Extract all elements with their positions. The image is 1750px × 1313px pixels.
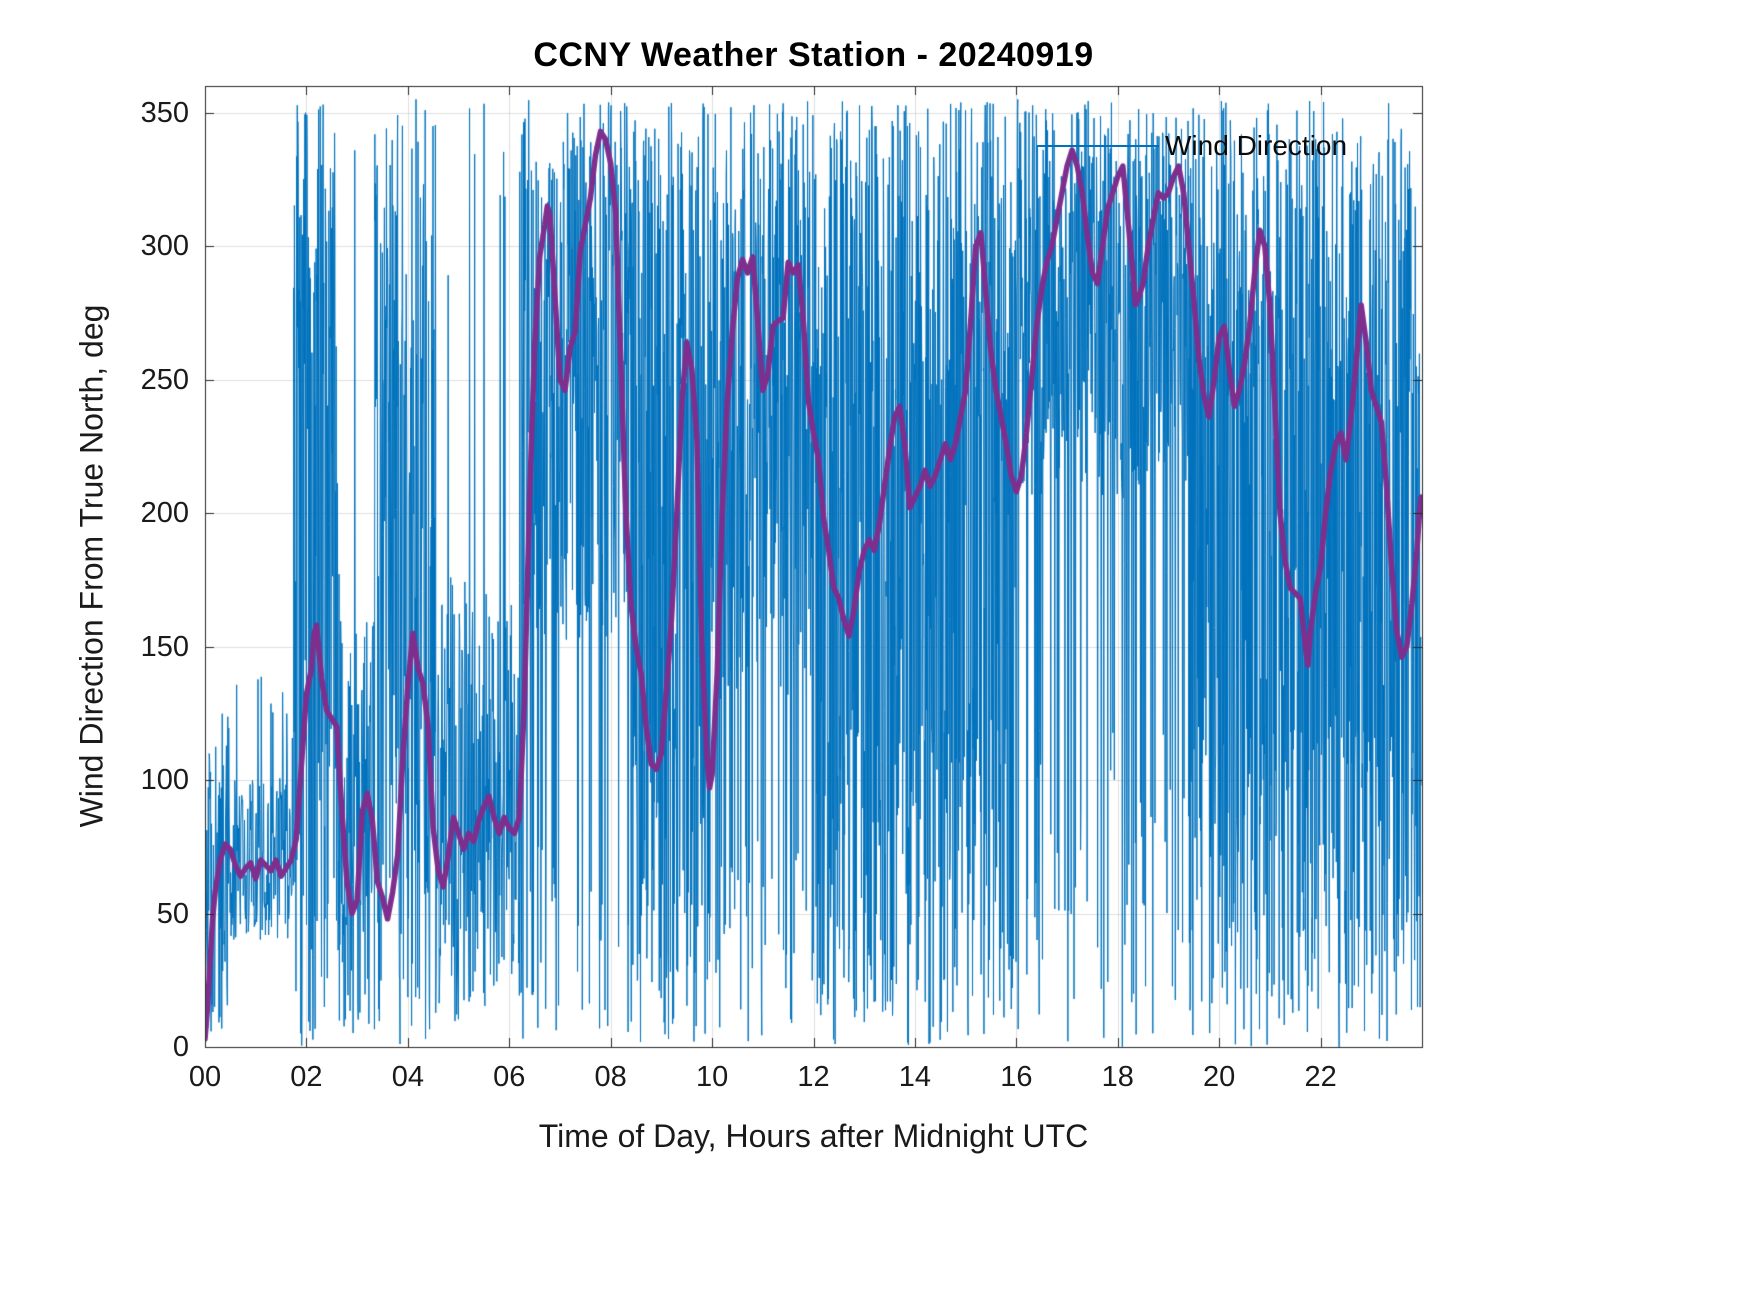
x-tick-label: 16 bbox=[1000, 1061, 1033, 1093]
x-tick-label: 20 bbox=[1203, 1061, 1236, 1093]
y-tick-label: 250 bbox=[140, 363, 189, 396]
x-tick-label: 12 bbox=[797, 1061, 830, 1093]
x-tick-label: 06 bbox=[493, 1061, 526, 1093]
y-tick-label: 100 bbox=[140, 764, 189, 797]
chart-title: CCNY Weather Station - 20240919 bbox=[533, 36, 1094, 74]
x-tick-label: 22 bbox=[1304, 1061, 1337, 1093]
x-tick-label: 02 bbox=[290, 1061, 323, 1093]
y-tick-label: 150 bbox=[140, 630, 189, 663]
x-tick-label: 18 bbox=[1101, 1061, 1134, 1093]
x-axis-label: Time of Day, Hours after Midnight UTC bbox=[538, 1118, 1089, 1154]
y-tick-label: 50 bbox=[156, 897, 189, 930]
legend-line-sample bbox=[1037, 145, 1159, 147]
y-tick-label: 200 bbox=[140, 497, 189, 530]
x-tick-label: 04 bbox=[391, 1061, 424, 1093]
legend-label: Wind Direction bbox=[1165, 130, 1348, 161]
y-tick-label: 0 bbox=[172, 1031, 189, 1063]
x-tick-label: 00 bbox=[188, 1061, 222, 1093]
x-tick-label: 14 bbox=[898, 1061, 932, 1093]
x-tick-label: 08 bbox=[594, 1061, 627, 1093]
x-tick-label: 10 bbox=[695, 1061, 729, 1093]
y-tick-label: 300 bbox=[140, 230, 189, 263]
legend: Wind Direction bbox=[1037, 130, 1348, 161]
y-tick-label: 350 bbox=[140, 96, 189, 129]
